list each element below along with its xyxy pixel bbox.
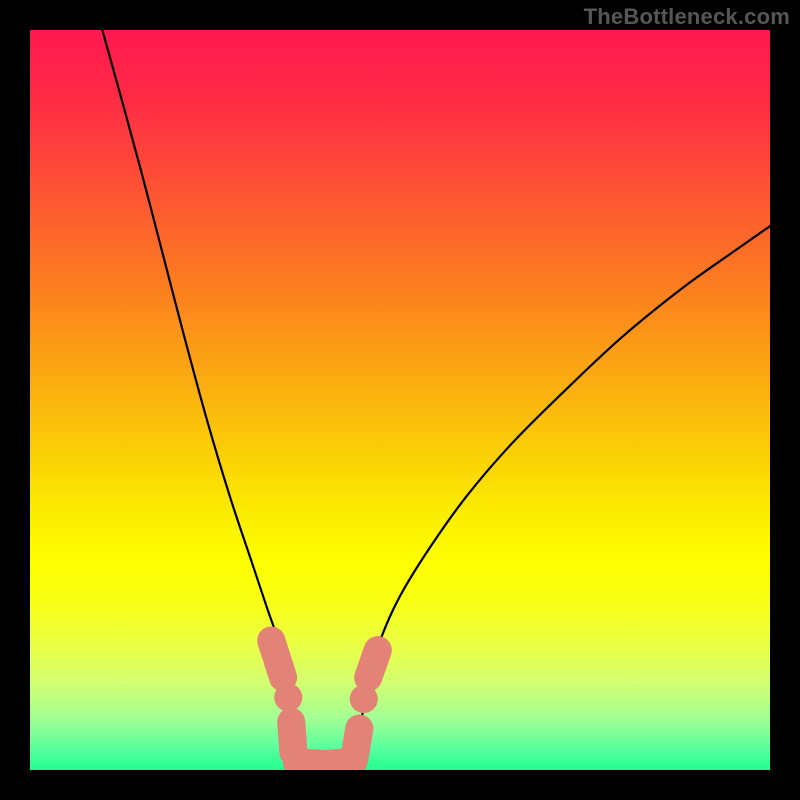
watermark-text: TheBottleneck.com	[584, 4, 790, 30]
chart-plot-area	[30, 30, 770, 770]
chart-markers	[30, 30, 770, 770]
